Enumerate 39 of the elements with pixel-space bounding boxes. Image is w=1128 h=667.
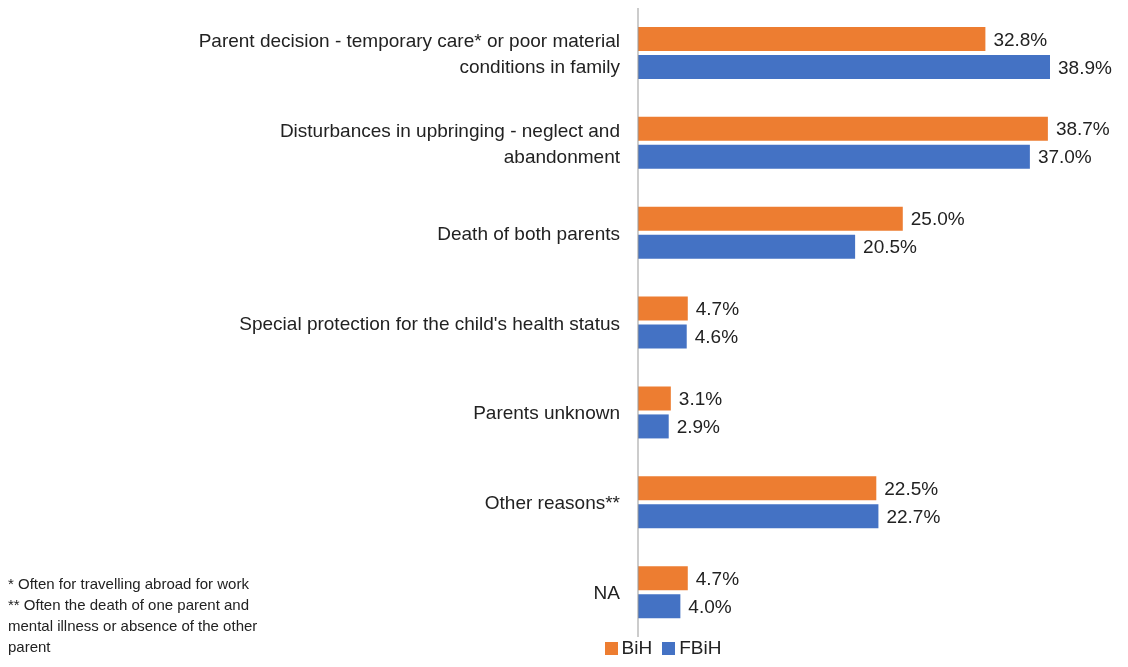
data-label: 4.0% bbox=[688, 595, 732, 617]
y-tick-label: Parents unknown bbox=[473, 401, 620, 423]
data-label: 4.7% bbox=[695, 298, 740, 320]
y-tick-label: Death of both parents bbox=[437, 222, 620, 244]
legend-label: BiH bbox=[621, 637, 653, 658]
data-label: 22.5% bbox=[884, 477, 939, 499]
bar bbox=[638, 27, 986, 51]
data-label: 2.9% bbox=[676, 415, 721, 437]
bar bbox=[638, 476, 877, 501]
bar bbox=[638, 206, 903, 231]
bar bbox=[638, 116, 1048, 141]
bar bbox=[638, 55, 1050, 79]
data-label: 20.5% bbox=[863, 236, 918, 258]
y-tick-label: Special protection for the child's health status bbox=[239, 312, 620, 333]
y-tick-label: Parent decision - temporary care* or poor material conditions in family bbox=[198, 29, 621, 77]
bar bbox=[638, 296, 688, 321]
bar bbox=[638, 386, 671, 411]
text: * Often for travelling abroad for work bbox=[8, 574, 250, 594]
bar bbox=[638, 414, 669, 439]
y-tick-label: Disturbances in upbringing - neglect and abandonment bbox=[279, 119, 621, 167]
bar bbox=[638, 594, 681, 619]
data-label: 38.7% bbox=[1055, 118, 1110, 140]
data-label: 3.1% bbox=[678, 387, 723, 409]
data-label: 22.7% bbox=[886, 505, 941, 527]
data-label: 37.0% bbox=[1037, 146, 1092, 168]
legend-label: FBiH bbox=[679, 637, 722, 658]
data-label: 38.9% bbox=[1058, 56, 1112, 78]
bar bbox=[638, 234, 856, 259]
data-label: 4.6% bbox=[694, 326, 739, 348]
bar bbox=[638, 504, 879, 529]
data-label: 4.7% bbox=[695, 567, 740, 589]
text: ** Often the death of one parent and mental illness or absence of the other parent bbox=[8, 595, 259, 657]
bar bbox=[638, 144, 1030, 169]
bar bbox=[638, 566, 688, 591]
bar bbox=[638, 324, 687, 349]
data-label: 32.8% bbox=[993, 28, 1048, 50]
data-label: 25.0% bbox=[910, 208, 965, 230]
y-tick-label: NA bbox=[593, 581, 621, 603]
y-tick-label: Other reasons** bbox=[484, 491, 621, 513]
